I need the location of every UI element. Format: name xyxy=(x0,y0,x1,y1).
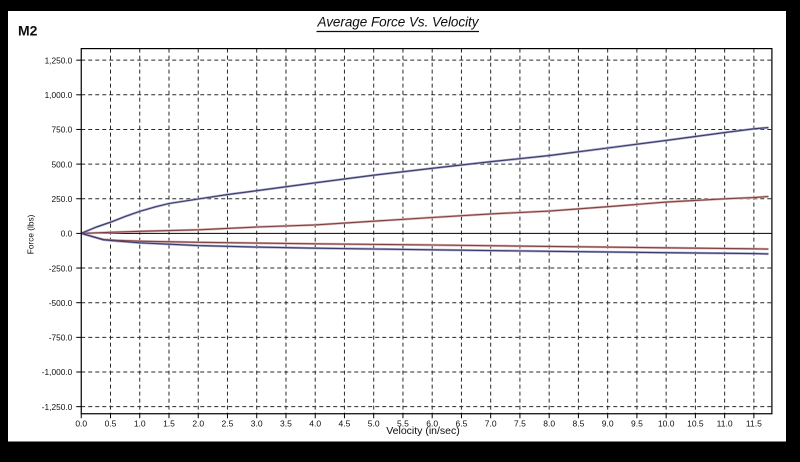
svg-text:Velocity (in/sec): Velocity (in/sec) xyxy=(386,425,460,437)
svg-text:0.0: 0.0 xyxy=(61,229,73,239)
svg-text:6.5: 6.5 xyxy=(456,418,468,428)
svg-text:5.5: 5.5 xyxy=(397,418,409,428)
svg-text:M2: M2 xyxy=(18,23,38,39)
svg-text:-250.0: -250.0 xyxy=(49,263,73,273)
svg-text:3.5: 3.5 xyxy=(280,418,292,428)
svg-text:Force (lbs): Force (lbs) xyxy=(26,214,36,254)
svg-text:1.0: 1.0 xyxy=(134,418,146,428)
svg-text:6.0: 6.0 xyxy=(426,418,438,428)
svg-text:-500.0: -500.0 xyxy=(49,298,73,308)
svg-text:2.5: 2.5 xyxy=(222,418,234,428)
svg-text:7.5: 7.5 xyxy=(514,418,526,428)
svg-text:2.0: 2.0 xyxy=(192,418,204,428)
svg-text:10.0: 10.0 xyxy=(658,418,675,428)
svg-text:10.5: 10.5 xyxy=(687,418,704,428)
svg-text:-1,000.0: -1,000.0 xyxy=(42,367,73,377)
svg-text:9.5: 9.5 xyxy=(631,418,643,428)
svg-text:1,250.0: 1,250.0 xyxy=(45,55,73,65)
svg-text:Average Force Vs. Velocity: Average Force Vs. Velocity xyxy=(317,15,480,30)
svg-text:250.0: 250.0 xyxy=(51,194,72,204)
svg-text:0.0: 0.0 xyxy=(75,418,87,428)
svg-text:7.0: 7.0 xyxy=(485,418,497,428)
svg-text:1,000.0: 1,000.0 xyxy=(45,90,73,100)
svg-text:11.5: 11.5 xyxy=(746,418,762,428)
svg-text:3.0: 3.0 xyxy=(251,418,263,428)
svg-text:-750.0: -750.0 xyxy=(49,333,73,343)
svg-text:500.0: 500.0 xyxy=(51,159,72,169)
svg-text:8.5: 8.5 xyxy=(572,418,584,428)
svg-text:-1,250.0: -1,250.0 xyxy=(42,402,73,412)
svg-text:750.0: 750.0 xyxy=(51,125,72,135)
svg-text:11.0: 11.0 xyxy=(717,418,733,428)
svg-text:9.0: 9.0 xyxy=(602,418,614,428)
svg-text:1.5: 1.5 xyxy=(163,418,175,428)
svg-text:8.0: 8.0 xyxy=(543,418,555,428)
svg-text:0.5: 0.5 xyxy=(105,418,117,428)
svg-text:4.0: 4.0 xyxy=(309,418,321,428)
svg-text:4.5: 4.5 xyxy=(339,418,351,428)
svg-text:5.0: 5.0 xyxy=(368,418,380,428)
